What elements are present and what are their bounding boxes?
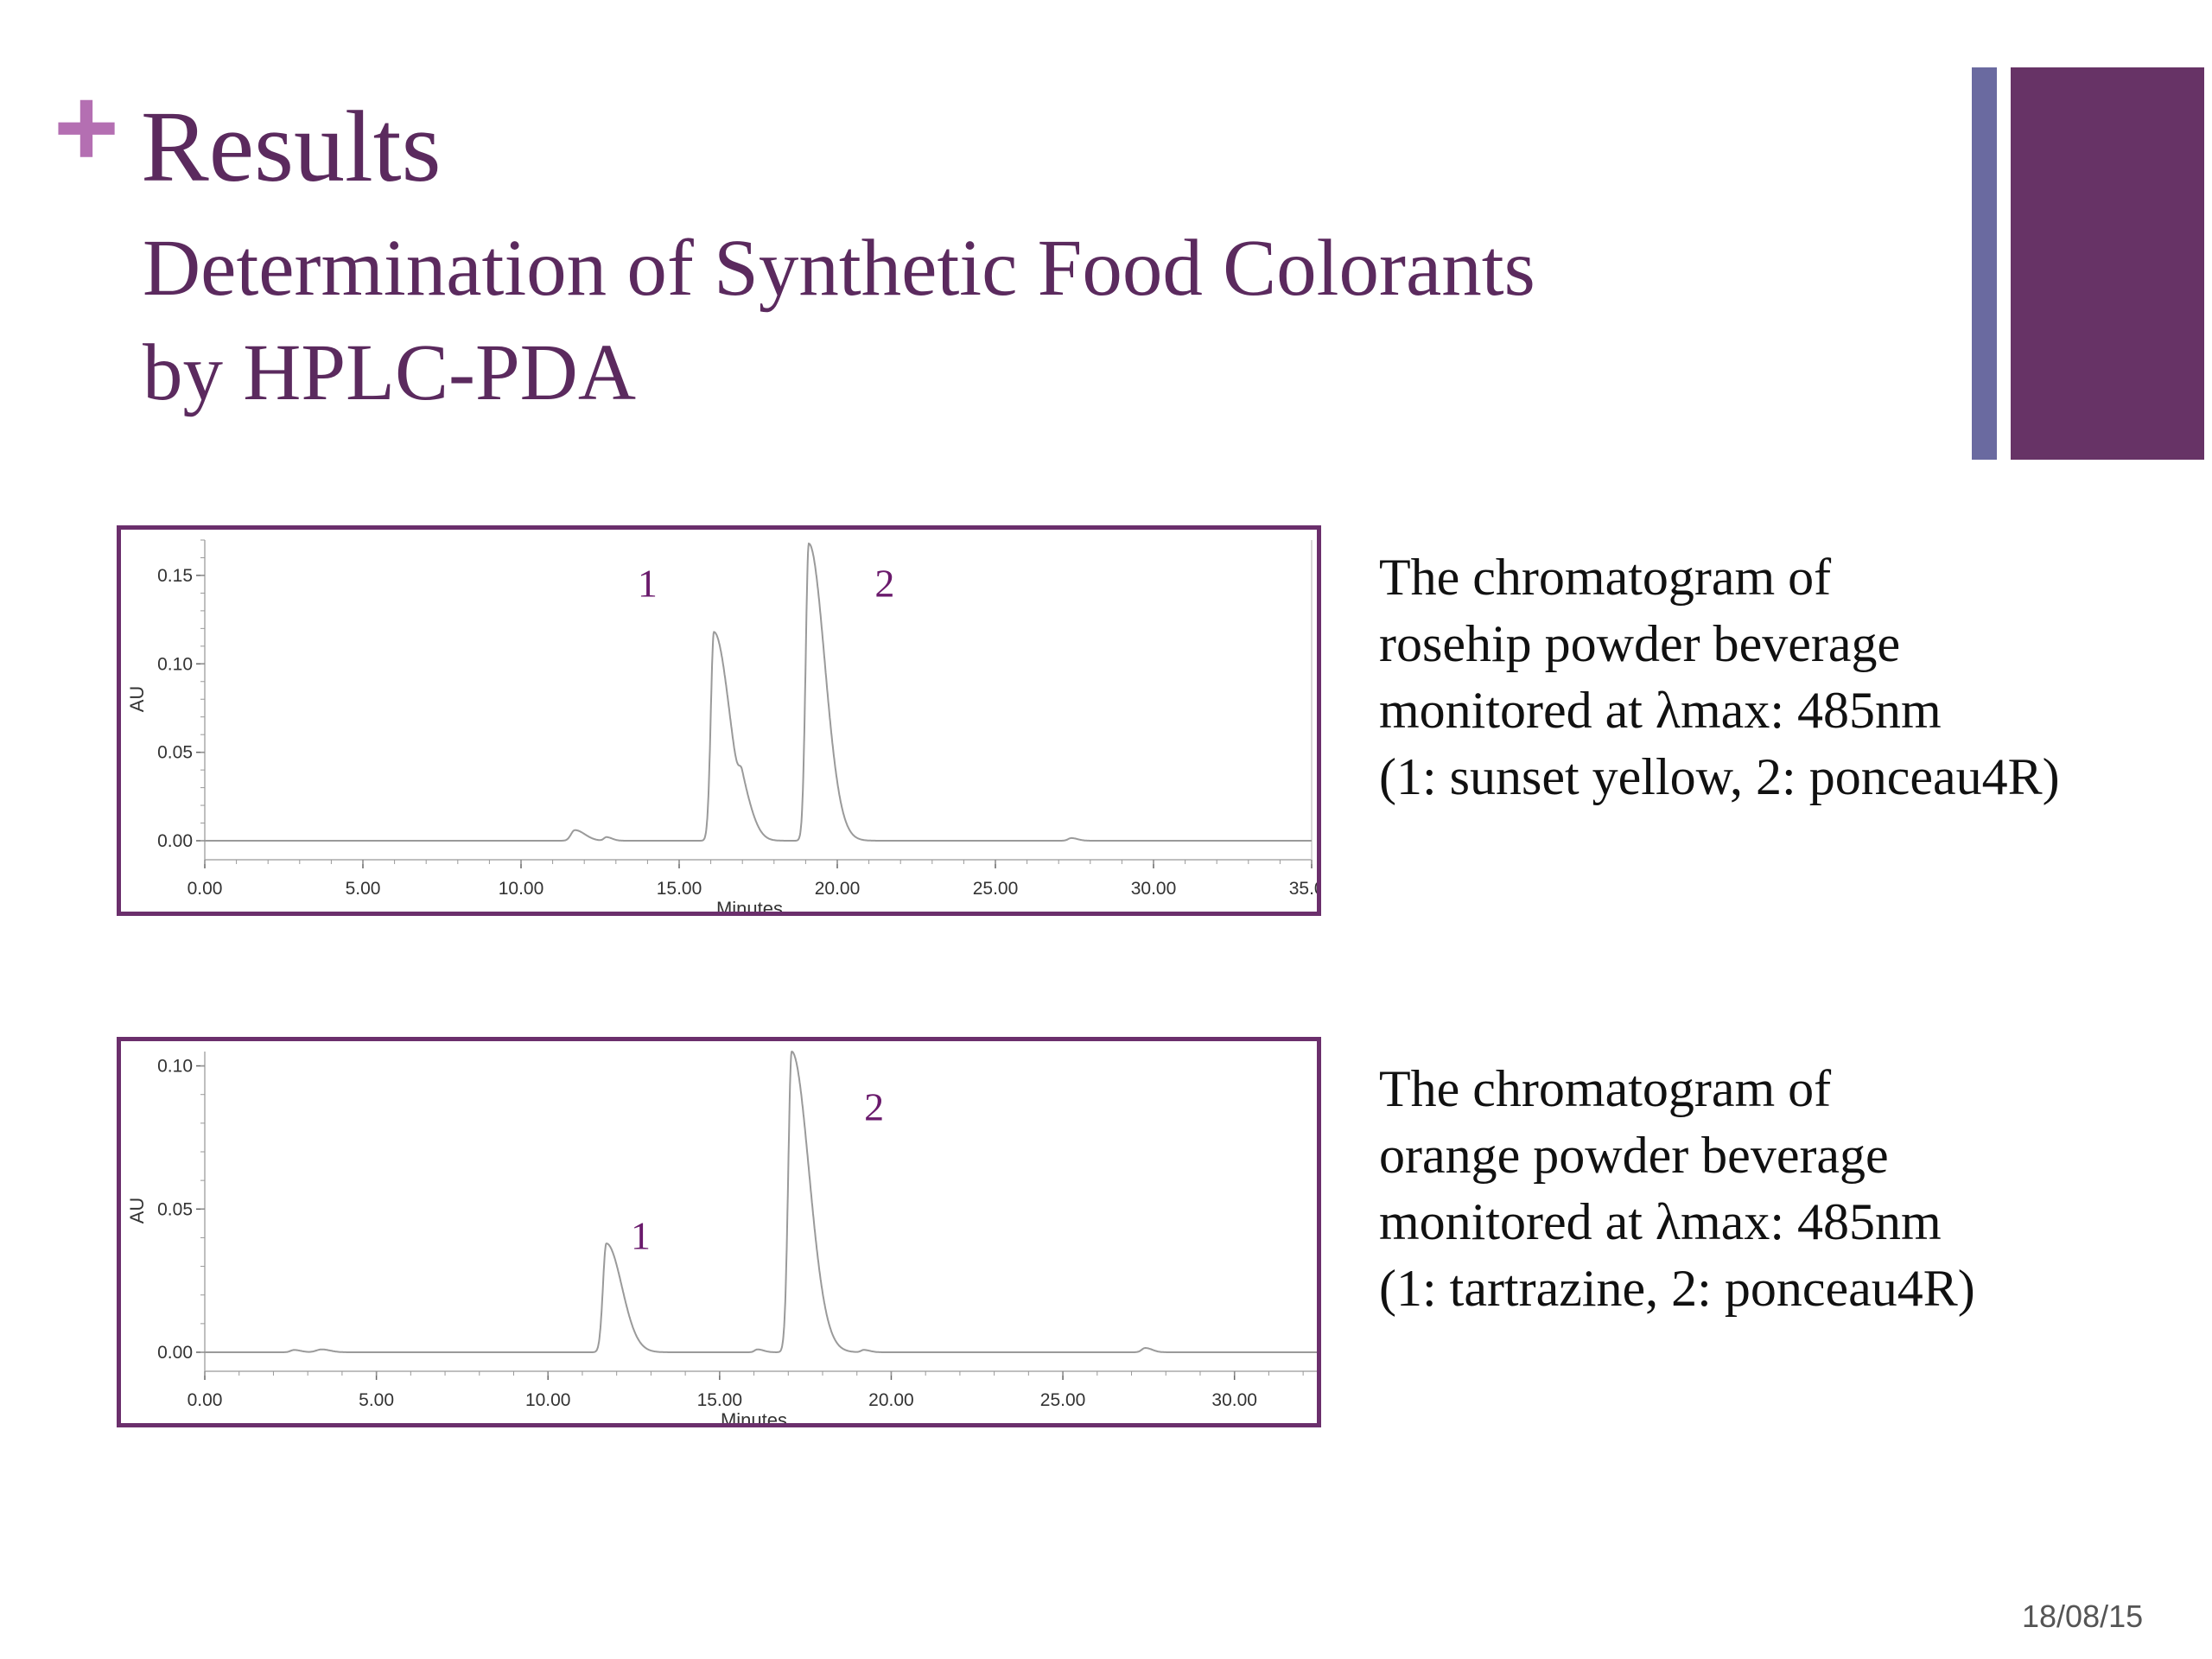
x-axis-label: Minutes	[721, 1409, 787, 1423]
peak-label: 2	[874, 562, 894, 606]
chromatogram-trace	[205, 1050, 1317, 1353]
caption-line: The chromatogram of	[1379, 549, 1832, 606]
plus-icon: +	[54, 64, 119, 190]
peak-label: 2	[864, 1085, 884, 1129]
peak-label: 1	[638, 562, 658, 606]
chromatogram-orange: 0.00 0.05 0.10 0.00 5.00 10.00 15.00 20.00 25.00…	[117, 1037, 1321, 1427]
slide-subtitle: Determination of Synthetic Food Colorant…	[143, 216, 1888, 425]
caption-line: monitored at λmax: 485nm	[1379, 1193, 1942, 1250]
subtitle-line-2: by HPLC-PDA	[143, 328, 636, 417]
y-tick-label: 0.00	[157, 831, 193, 851]
x-tick-label: 15.00	[697, 1390, 743, 1410]
caption-line: (1: sunset yellow, 2: ponceau4R)	[1379, 748, 2060, 805]
x-tick-label: 35.00	[1289, 879, 1317, 899]
y-axis-label: AU	[126, 1198, 148, 1224]
x-tick-label: 5.00	[346, 879, 381, 899]
x-tick-label: 30.00	[1211, 1390, 1257, 1410]
chromatogram-rosehip: 0.00 0.05 0.10 0.15 0.00 5.00 10.00 15.00 20.00 2…	[117, 525, 1321, 916]
y-tick-label: 0.10	[157, 1057, 193, 1077]
caption-line: The chromatogram of	[1379, 1060, 1832, 1117]
chromatogram-trace	[205, 542, 1312, 842]
decorative-bar-thin	[1972, 67, 1997, 460]
caption-line: monitored at λmax: 485nm	[1379, 682, 1942, 739]
slide-title: Results	[141, 90, 442, 203]
peak-label: 1	[631, 1214, 651, 1258]
y-tick-label: 0.00	[157, 1343, 193, 1363]
caption-line: rosehip powder beverage	[1379, 615, 1901, 672]
y-axis-label: AU	[126, 686, 148, 713]
y-tick-label: 0.10	[157, 654, 193, 674]
caption-line: (1: tartrazine, 2: ponceau4R)	[1379, 1260, 1975, 1317]
slide-date: 18/08/15	[2022, 1599, 2144, 1634]
y-tick-label: 0.15	[157, 566, 193, 586]
chromatogram-rosehip-plot: 0.00 0.05 0.10 0.15 0.00 5.00 10.00 15.00 20.00 2…	[126, 539, 1317, 912]
x-axis-label: Minutes	[716, 898, 783, 912]
y-tick-label: 0.05	[157, 1199, 193, 1219]
caption-line: orange powder beverage	[1379, 1127, 1889, 1184]
caption-rosehip: The chromatogram of rosehip powder bever…	[1379, 544, 2209, 810]
x-tick-label: 30.00	[1131, 879, 1177, 899]
y-tick-label: 0.05	[157, 743, 193, 763]
decorative-bar-thick	[2011, 67, 2204, 460]
x-tick-label: 20.00	[868, 1390, 914, 1410]
x-tick-label: 15.00	[657, 879, 702, 899]
caption-orange: The chromatogram of orange powder bevera…	[1379, 1056, 2209, 1322]
x-tick-label: 25.00	[1040, 1390, 1086, 1410]
x-tick-label: 25.00	[973, 879, 1019, 899]
subtitle-line-1: Determination of Synthetic Food Colorant…	[143, 224, 1535, 313]
x-tick-label: 0.00	[188, 1390, 223, 1410]
x-tick-label: 20.00	[815, 879, 861, 899]
x-tick-label: 10.00	[525, 1390, 571, 1410]
x-tick-label: 10.00	[499, 879, 544, 899]
x-tick-label: 0.00	[188, 879, 223, 899]
x-tick-label: 5.00	[359, 1390, 394, 1410]
chromatogram-orange-plot: 0.00 0.05 0.10 0.00 5.00 10.00 15.00 20.00 25.00…	[126, 1050, 1317, 1423]
